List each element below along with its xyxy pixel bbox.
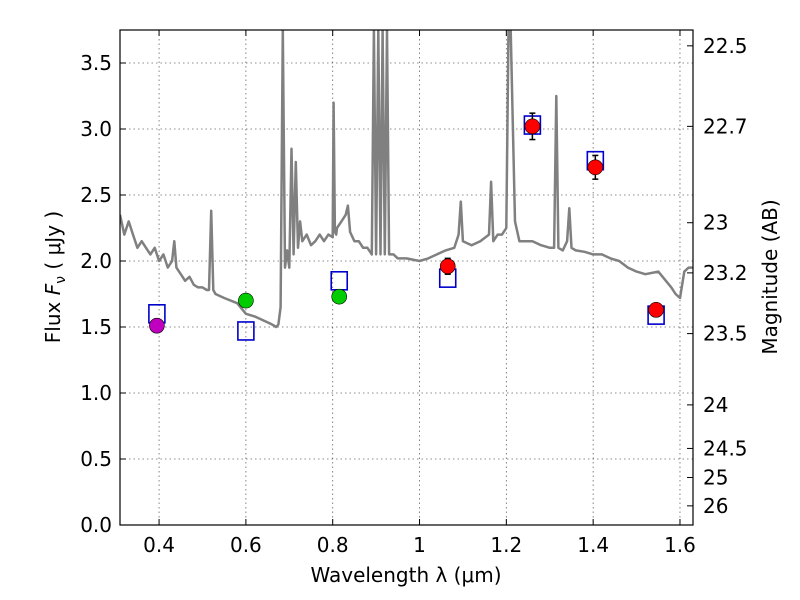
y2-tick-label: 26	[703, 494, 728, 518]
photometry-point	[648, 302, 664, 318]
photometry-point	[149, 317, 165, 334]
y2-tick-label: 24.5	[703, 436, 748, 460]
y-tick-label: 2.0	[80, 249, 112, 273]
y2-tick-label: 23	[703, 211, 728, 235]
y-tick-label: 0.0	[80, 513, 112, 537]
y-tick-label: 0.5	[80, 447, 112, 471]
plot-frame	[119, 29, 694, 526]
x-tick-label: 1.6	[664, 533, 696, 557]
y-tick-label: 1.5	[80, 315, 112, 339]
y2-tick-label: 22.5	[703, 34, 748, 58]
y-tick-label: 3.0	[80, 117, 112, 141]
spectrum-line	[120, 30, 693, 329]
grid	[120, 30, 693, 526]
y-axis-label: Flux Fν ( μJy )	[41, 211, 69, 343]
model-flux-square	[330, 270, 349, 291]
y2-tick-label: 25	[703, 465, 728, 489]
axes: 0.4 0.6 0.8 1 1.2 1.4 1.6 0.0 0.5 1.0 1.5 2.0 2.5 3.0…	[80, 30, 748, 557]
x-tick-label: 0.6	[230, 533, 262, 557]
y2-tick-label: 24	[703, 393, 728, 417]
y2-tick-label: 23.5	[703, 322, 748, 346]
photometry-point	[331, 288, 348, 305]
y-tick-label: 3.5	[80, 51, 112, 75]
y-tick-label: 2.5	[80, 183, 112, 207]
x-axis-label: Wavelength λ (μm)	[310, 563, 501, 587]
model-flux-square	[237, 321, 255, 341]
photometry-point	[439, 258, 456, 275]
y2-axis-label: Magnitude (AB)	[758, 199, 782, 354]
photometry-point	[524, 118, 541, 135]
photometry-point	[238, 292, 254, 309]
y-tick-label: 1.0	[80, 381, 112, 405]
photometry-point	[587, 159, 604, 176]
plot-area	[120, 30, 693, 341]
x-tick-label: 1.4	[577, 533, 609, 557]
x-tick-label: 1.2	[490, 533, 522, 557]
y2-tick-label: 22.7	[703, 114, 748, 138]
x-tick-label: 1	[413, 533, 426, 557]
x-tick-label: 0.8	[317, 533, 349, 557]
y2-tick-label: 23.2	[703, 261, 748, 285]
x-tick-label: 0.4	[143, 533, 175, 557]
